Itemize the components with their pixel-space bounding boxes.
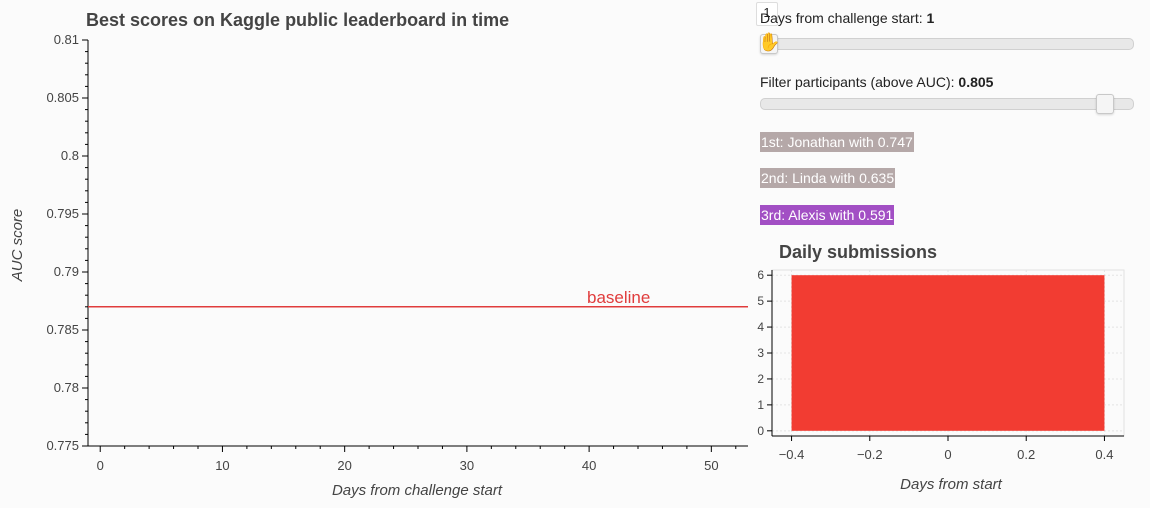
side-y-tick-label: 2 — [757, 372, 764, 386]
x-tick-label: 40 — [582, 458, 596, 473]
side-y-tick-label: 3 — [757, 346, 764, 360]
y-tick-label: 0.78 — [54, 380, 79, 395]
y-axis-label: AUC score — [9, 209, 26, 283]
filter-slider-value: 0.805 — [958, 74, 994, 90]
y-tick-label: 0.805 — [46, 90, 79, 105]
y-tick-label: 0.79 — [54, 264, 79, 279]
side-x-axis-label: Days from start — [900, 476, 1003, 493]
y-tick-label: 0.775 — [46, 438, 79, 453]
side-y-tick-label: 1 — [757, 398, 764, 412]
side-y-tick-label: 0 — [757, 424, 764, 438]
baseline-label: baseline — [587, 288, 650, 307]
main-chart: Best scores on Kaggle public leaderboard… — [9, 10, 748, 499]
daily-submissions-chart: Daily submissions 0 1 2 3 4 5 6 −0.4 −0.2 0 0.2 0.… — [757, 242, 1125, 493]
days-slider-track[interactable] — [760, 38, 1134, 50]
filter-slider-handle[interactable] — [1096, 94, 1115, 114]
days-slider-handle[interactable] — [760, 34, 778, 54]
side-x-tick-label: −0.2 — [857, 447, 883, 462]
x-tick-label: 10 — [215, 458, 229, 473]
x-tick-label: 30 — [460, 458, 474, 473]
x-tick-label: 50 — [704, 458, 718, 473]
x-tick-label: 0 — [97, 458, 104, 473]
y-tick-label: 0.785 — [46, 322, 79, 337]
side-y-tick-label: 6 — [757, 268, 764, 282]
submission-bar — [791, 275, 1105, 431]
leader-third: 3rd: Alexis with 0.591 — [760, 205, 895, 225]
side-x-tick-label: −0.4 — [779, 447, 805, 462]
side-x-tick-label: 0 — [944, 447, 951, 462]
days-slider-label: Days from challenge start: 1 — [760, 10, 935, 26]
side-chart-title: Daily submissions — [779, 242, 937, 262]
side-y-tick-label: 4 — [757, 320, 764, 334]
side-y-tick-label: 5 — [757, 294, 764, 308]
leader-first: 1st: Jonathan with 0.747 — [760, 132, 914, 152]
days-slider-value: 1 — [926, 10, 935, 26]
side-x-tick-label: 0.4 — [1095, 447, 1113, 462]
filter-slider-track[interactable] — [760, 98, 1134, 110]
filter-slider-label: Filter participants (above AUC): 0.805 — [760, 74, 994, 90]
y-tick-label: 0.81 — [54, 32, 79, 47]
side-x-tick-label: 0.2 — [1017, 447, 1035, 462]
x-tick-label: 20 — [337, 458, 351, 473]
leader-second: 2nd: Linda with 0.635 — [760, 168, 896, 188]
main-chart-title: Best scores on Kaggle public leaderboard… — [86, 10, 509, 30]
days-slider-tooltip: 1 — [756, 2, 778, 26]
x-axis-label: Days from challenge start — [332, 482, 503, 499]
hand-cursor-icon: ✋ — [758, 32, 781, 52]
y-tick-label: 0.795 — [46, 206, 79, 221]
y-tick-label: 0.8 — [61, 148, 79, 163]
